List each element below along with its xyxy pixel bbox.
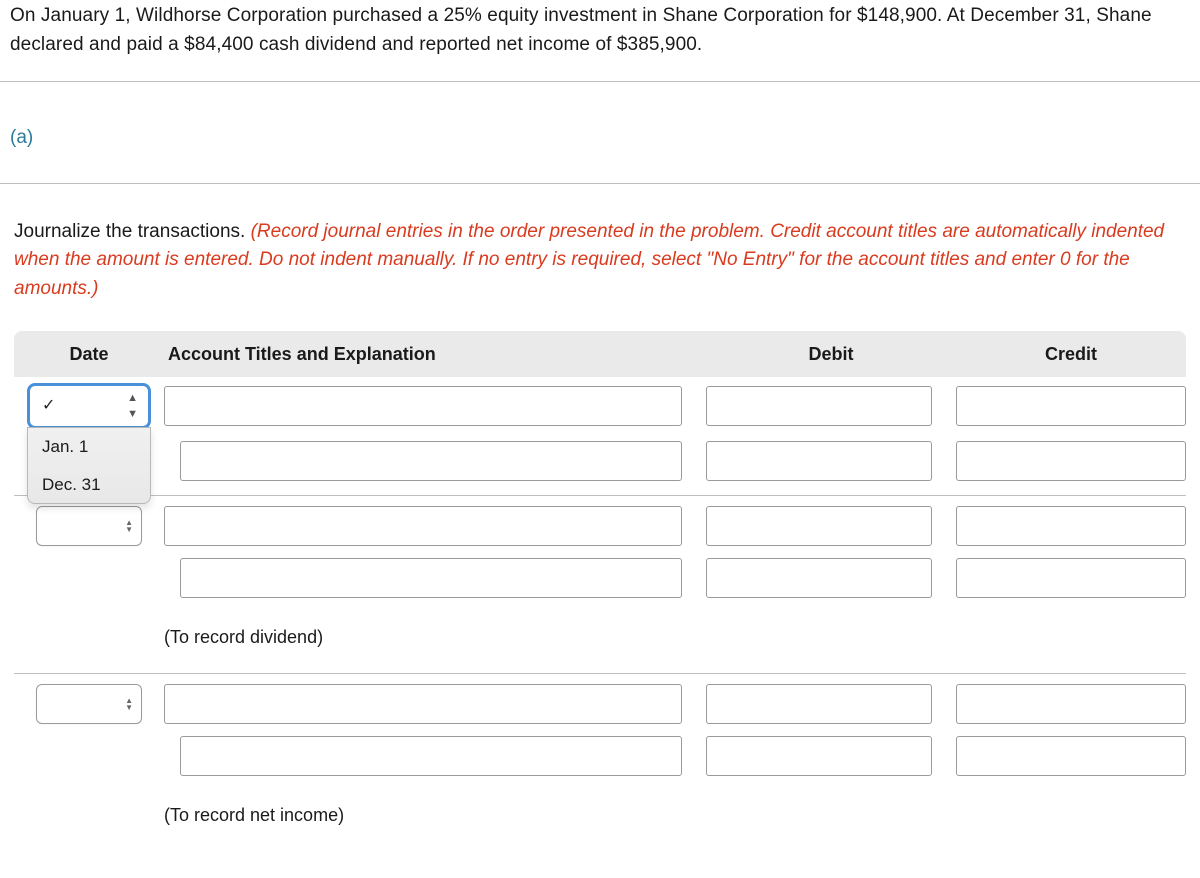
debit-input[interactable] [706,386,932,426]
entry-group-3: ▲▼ (To record net income) [14,678,1186,843]
account-input[interactable] [180,558,682,598]
table-row: ▲▼ [14,678,1186,730]
debit-input[interactable] [706,684,932,724]
date-select[interactable]: ▲▼ [36,506,142,546]
account-input[interactable] [180,736,682,776]
table-row [14,730,1186,782]
table-row: ✓ ▲▼ Jan. 1 Dec. 31 [14,377,1186,435]
stepper-icon: ▲▼ [125,519,133,533]
check-icon: ✓ [42,394,55,418]
stepper-icon: ▲▼ [125,697,133,711]
date-select-menu: Jan. 1 Dec. 31 [27,427,151,504]
credit-input[interactable] [956,558,1186,598]
date-option-jan1[interactable]: Jan. 1 [28,428,150,466]
part-label-a: (a) [0,82,1200,184]
caption-dividend: (To record dividend) [164,610,682,659]
table-row: ▲▼ [14,500,1186,552]
caption-netincome: (To record net income) [164,788,682,837]
table-row [14,552,1186,604]
account-input[interactable] [164,506,682,546]
header-date: Date [14,341,164,368]
entry-group-2: ▲▼ (To record dividend) [14,500,1186,674]
instructions-lead: Journalize the transactions. [14,221,251,242]
header-debit: Debit [706,341,956,368]
chevron-updown-icon: ▲▼ [127,390,138,423]
debit-input[interactable] [706,441,932,481]
credit-input[interactable] [956,441,1186,481]
journal-table: Date Account Titles and Explanation Debi… [0,331,1200,843]
instructions: Journalize the transactions. (Record jou… [0,184,1200,332]
caption-row: (To record dividend) [14,604,1186,665]
credit-input[interactable] [956,386,1186,426]
header-account: Account Titles and Explanation [164,341,706,368]
table-header-row: Date Account Titles and Explanation Debi… [14,331,1186,377]
date-option-dec31[interactable]: Dec. 31 [28,466,150,504]
table-row [14,435,1186,487]
header-credit: Credit [956,341,1186,368]
date-select-open[interactable]: ✓ ▲▼ [27,383,151,429]
credit-input[interactable] [956,506,1186,546]
credit-input[interactable] [956,736,1186,776]
date-select[interactable]: ▲▼ [36,684,142,724]
caption-row: (To record net income) [14,782,1186,843]
problem-statement: On January 1, Wildhorse Corporation purc… [0,0,1200,82]
entry-group-1: ✓ ▲▼ Jan. 1 Dec. 31 [14,377,1186,496]
account-input[interactable] [164,684,682,724]
credit-input[interactable] [956,684,1186,724]
debit-input[interactable] [706,558,932,598]
debit-input[interactable] [706,736,932,776]
debit-input[interactable] [706,506,932,546]
account-input[interactable] [164,386,682,426]
account-input[interactable] [180,441,682,481]
